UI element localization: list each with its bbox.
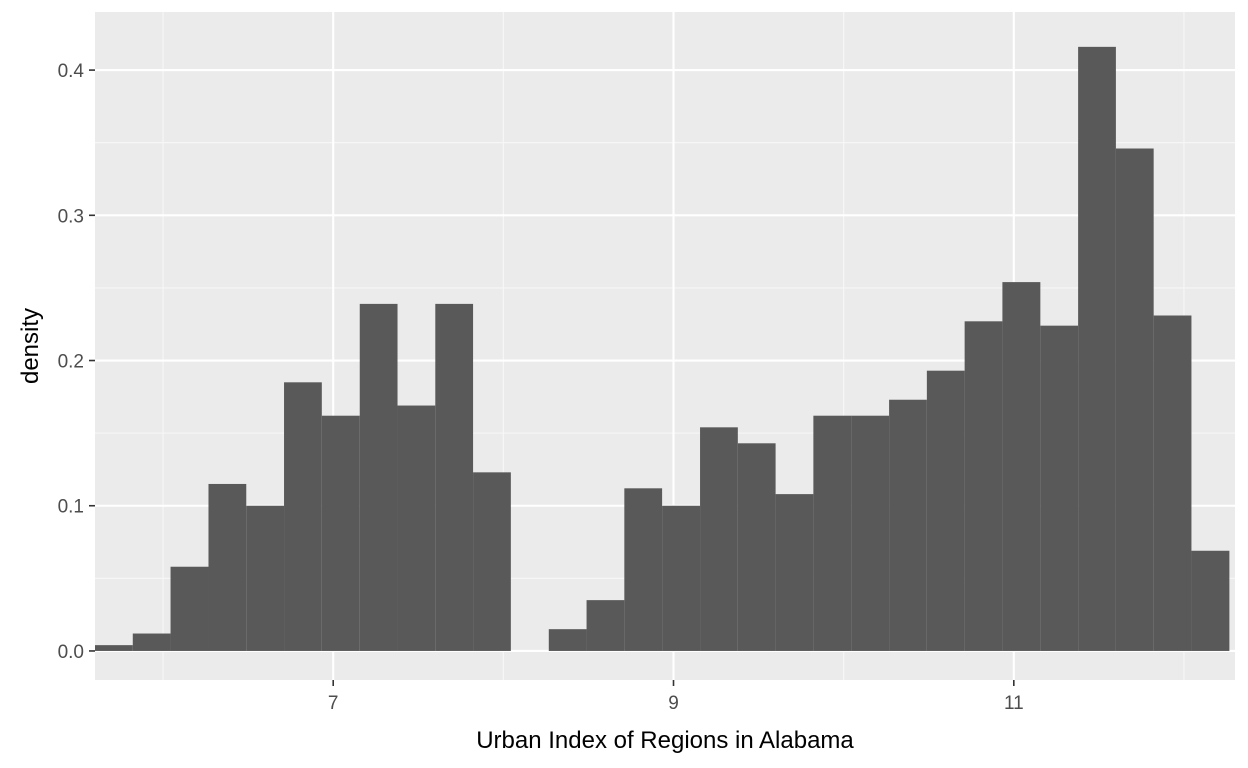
histogram-bar (1153, 315, 1192, 651)
x-tick-label: 11 (1004, 693, 1024, 714)
histogram-bar (548, 629, 587, 651)
histogram-bar (132, 633, 171, 651)
histogram-bar (435, 303, 474, 651)
histogram-bar (1115, 148, 1154, 651)
histogram-bar (1040, 325, 1079, 651)
y-tick-label: 0.0 (58, 642, 84, 663)
histogram-bar (700, 427, 738, 651)
histogram-bar (964, 321, 1003, 651)
histogram-bar (95, 645, 133, 651)
y-tick-label: 0.2 (58, 352, 84, 373)
x-tick-label: 7 (328, 693, 339, 714)
histogram-bar (851, 415, 890, 651)
histogram-bar (473, 472, 511, 651)
y-tick-label: 0.4 (58, 61, 85, 82)
histogram-bar (737, 443, 776, 651)
histogram-bar (359, 303, 398, 651)
histogram-bar (889, 399, 927, 651)
histogram-bar (926, 370, 965, 651)
histogram-bar (662, 505, 701, 651)
histogram-bar (321, 415, 360, 651)
histogram-bar (170, 566, 209, 651)
y-axis-title: density (17, 308, 44, 384)
y-axis: 0.0 0.1 0.2 0.3 0.4 (58, 61, 95, 663)
histogram-bar (813, 415, 852, 651)
histogram-bar (586, 600, 625, 651)
histogram-bar (284, 382, 322, 651)
histogram-bar (775, 494, 814, 651)
histogram-bar (246, 505, 285, 651)
y-tick-label: 0.3 (58, 206, 84, 227)
histogram-bar (208, 483, 247, 651)
histogram-bar (624, 488, 663, 651)
histogram-bars (95, 46, 1230, 651)
histogram-bar (397, 405, 436, 651)
histogram-bar (1002, 282, 1041, 651)
x-axis-title: Urban Index of Regions in Alabama (476, 727, 854, 754)
x-axis: 7 9 11 (328, 680, 1024, 714)
x-tick-label: 9 (668, 693, 679, 714)
y-tick-label: 0.1 (58, 497, 84, 518)
histogram-bar (1191, 550, 1230, 651)
histogram-bar (1078, 46, 1116, 651)
